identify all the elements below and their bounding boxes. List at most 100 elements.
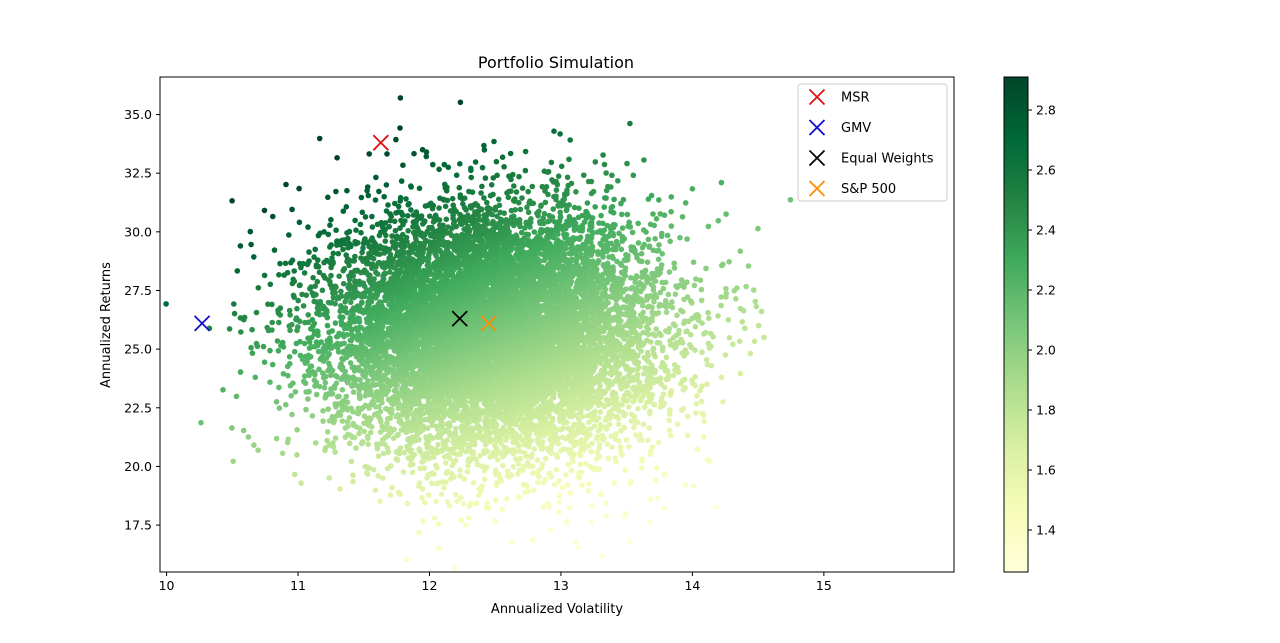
portfolio-point <box>659 279 666 286</box>
portfolio-point <box>596 445 602 452</box>
portfolio-point <box>421 499 428 506</box>
portfolio-point <box>441 485 447 491</box>
portfolio-point <box>608 433 615 439</box>
portfolio-point <box>637 432 643 438</box>
portfolio-point <box>589 502 595 509</box>
portfolio-point <box>737 305 744 312</box>
portfolio-point <box>501 444 507 451</box>
portfolio-point <box>596 441 603 448</box>
portfolio-point <box>377 498 383 505</box>
portfolio-point <box>687 341 693 348</box>
portfolio-point <box>718 374 725 381</box>
portfolio-point <box>604 441 611 448</box>
portfolio-point <box>332 401 339 407</box>
portfolio-point <box>492 442 498 449</box>
portfolio-point <box>670 321 677 327</box>
portfolio-point <box>639 456 645 462</box>
portfolio-point <box>573 539 579 545</box>
portfolio-point <box>699 410 705 417</box>
portfolio-point <box>665 291 672 298</box>
portfolio-point <box>547 470 553 477</box>
portfolio-point <box>596 415 602 421</box>
portfolio-point <box>605 455 612 462</box>
portfolio-point <box>559 484 566 491</box>
portfolio-point <box>626 404 632 410</box>
portfolio-point <box>531 446 537 452</box>
portfolio-point <box>703 329 709 336</box>
portfolio-point <box>494 479 500 486</box>
portfolio-point <box>650 345 657 352</box>
portfolio-point <box>678 336 684 343</box>
portfolio-point <box>617 444 624 450</box>
portfolio-point <box>567 490 574 496</box>
portfolio-point <box>320 418 326 424</box>
portfolio-point <box>587 426 594 432</box>
portfolio-point <box>346 440 353 447</box>
portfolio-point <box>660 344 666 351</box>
portfolio-point <box>633 432 639 438</box>
portfolio-point <box>520 481 527 488</box>
portfolio-point <box>737 370 744 377</box>
portfolio-point <box>369 381 376 388</box>
portfolio-point <box>516 494 522 500</box>
portfolio-point <box>654 495 661 502</box>
portfolio-point <box>409 469 416 476</box>
portfolio-point <box>666 417 672 424</box>
portfolio-point <box>649 309 656 316</box>
portfolio-point <box>498 440 504 447</box>
portfolio-point <box>484 500 491 507</box>
portfolio-point <box>589 440 595 447</box>
portfolio-point <box>368 429 374 436</box>
portfolio-point <box>375 473 382 479</box>
portfolio-point <box>459 433 466 440</box>
portfolio-point <box>633 419 640 425</box>
portfolio-point <box>625 293 631 300</box>
portfolio-point <box>481 476 488 483</box>
portfolio-point <box>443 427 449 434</box>
portfolio-point <box>684 294 691 300</box>
portfolio-point <box>516 448 523 455</box>
portfolio-point <box>647 448 654 455</box>
portfolio-point <box>556 499 562 506</box>
portfolio-point <box>662 297 669 304</box>
portfolio-point <box>504 472 511 479</box>
portfolio-point <box>544 500 551 507</box>
portfolio-point <box>623 437 630 443</box>
portfolio-point <box>374 389 380 395</box>
portfolio-point <box>419 494 425 501</box>
portfolio-point <box>667 342 674 348</box>
portfolio-point <box>545 427 551 434</box>
portfolio-point <box>576 416 582 422</box>
portfolio-point <box>452 457 459 464</box>
portfolio-point <box>681 376 688 383</box>
portfolio-point <box>687 331 694 338</box>
portfolio-point <box>647 408 653 415</box>
portfolio-point <box>671 362 678 368</box>
portfolio-point <box>635 405 641 412</box>
portfolio-point <box>420 518 427 524</box>
portfolio-point <box>350 420 357 427</box>
portfolio-point <box>694 446 701 453</box>
portfolio-point <box>424 425 431 431</box>
portfolio-point <box>645 437 651 444</box>
portfolio-point <box>560 425 567 431</box>
portfolio-point <box>703 357 710 363</box>
portfolio-point <box>596 387 602 393</box>
portfolio-point <box>704 361 711 368</box>
portfolio-point <box>436 545 442 552</box>
portfolio-point <box>682 385 688 391</box>
portfolio-point <box>379 475 386 481</box>
portfolio-point <box>654 339 661 346</box>
portfolio-point <box>588 448 594 455</box>
portfolio-point <box>650 401 657 407</box>
portfolio-point <box>433 498 439 505</box>
portfolio-point <box>374 441 380 447</box>
portfolio-point <box>529 451 535 458</box>
portfolio-point <box>556 478 562 484</box>
portfolio-point <box>693 400 700 407</box>
portfolio-point <box>483 464 490 471</box>
portfolio-point <box>684 279 690 286</box>
portfolio-point <box>656 301 663 308</box>
portfolio-point <box>643 337 650 344</box>
portfolio-point <box>380 450 387 457</box>
